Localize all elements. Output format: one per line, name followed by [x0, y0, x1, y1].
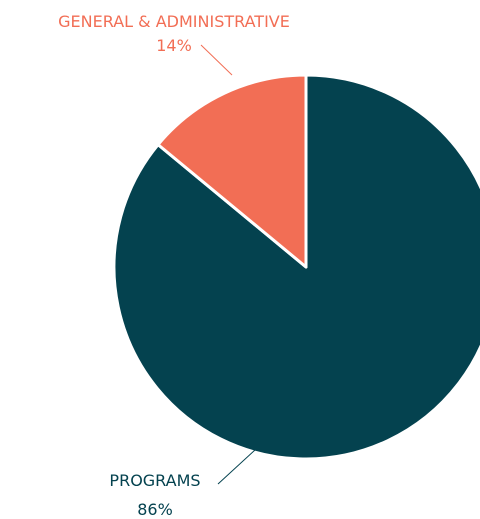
slice-general-administrative — [156, 73, 308, 269]
slice-label-general-administrative: GENERAL & ADMINISTRATIVE — [58, 12, 290, 31]
slice-labels: GENERAL & ADMINISTRATIVE 14% PROGRAMS 86… — [58, 12, 290, 519]
leader-lines — [200, 44, 256, 485]
slice-programs — [112, 73, 480, 461]
slice-value-general-administrative: 14% — [156, 36, 192, 55]
pie-slices — [112, 73, 480, 461]
leader-line-programs — [217, 449, 256, 485]
slice-label-programs: PROGRAMS — [109, 471, 200, 490]
slice-value-programs: 86% — [137, 500, 173, 519]
leader-line-general-administrative — [200, 44, 233, 76]
